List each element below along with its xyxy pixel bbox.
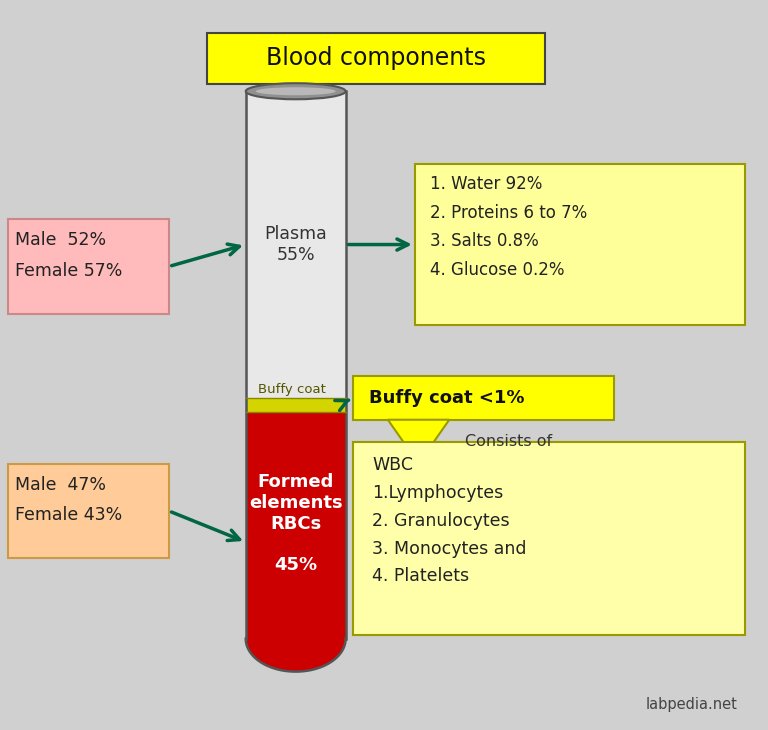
Bar — [353, 442, 745, 635]
Text: Blood components: Blood components — [266, 47, 486, 70]
Bar — [353, 376, 614, 420]
Text: Plasma
55%: Plasma 55% — [264, 225, 327, 264]
Text: Buffy coat: Buffy coat — [258, 383, 326, 396]
Text: Male  47%
Female 43%: Male 47% Female 43% — [15, 476, 123, 524]
Ellipse shape — [246, 606, 346, 672]
Bar — [8, 219, 169, 314]
Polygon shape — [388, 420, 449, 464]
Text: 1. Water 92%
2. Proteins 6 to 7%
3. Salts 0.8%
4. Glucose 0.2%: 1. Water 92% 2. Proteins 6 to 7% 3. Salt… — [430, 175, 588, 279]
Ellipse shape — [256, 88, 336, 95]
Bar — [207, 33, 545, 84]
Bar — [415, 164, 745, 325]
Ellipse shape — [246, 83, 346, 99]
Text: Consists of: Consists of — [465, 434, 551, 449]
Text: Male  52%
Female 57%: Male 52% Female 57% — [15, 231, 123, 280]
Bar — [246, 412, 346, 639]
Text: Formed
elements
RBCs

45%: Formed elements RBCs 45% — [249, 473, 343, 575]
Bar — [246, 91, 346, 398]
Text: Buffy coat <1%: Buffy coat <1% — [369, 389, 524, 407]
Text: labpedia.net: labpedia.net — [645, 696, 737, 712]
Bar — [8, 464, 169, 558]
Bar — [246, 398, 346, 412]
Text: WBC
1.Lymphocytes
2. Granulocytes
3. Monocytes and
4. Platelets: WBC 1.Lymphocytes 2. Granulocytes 3. Mon… — [372, 456, 527, 585]
